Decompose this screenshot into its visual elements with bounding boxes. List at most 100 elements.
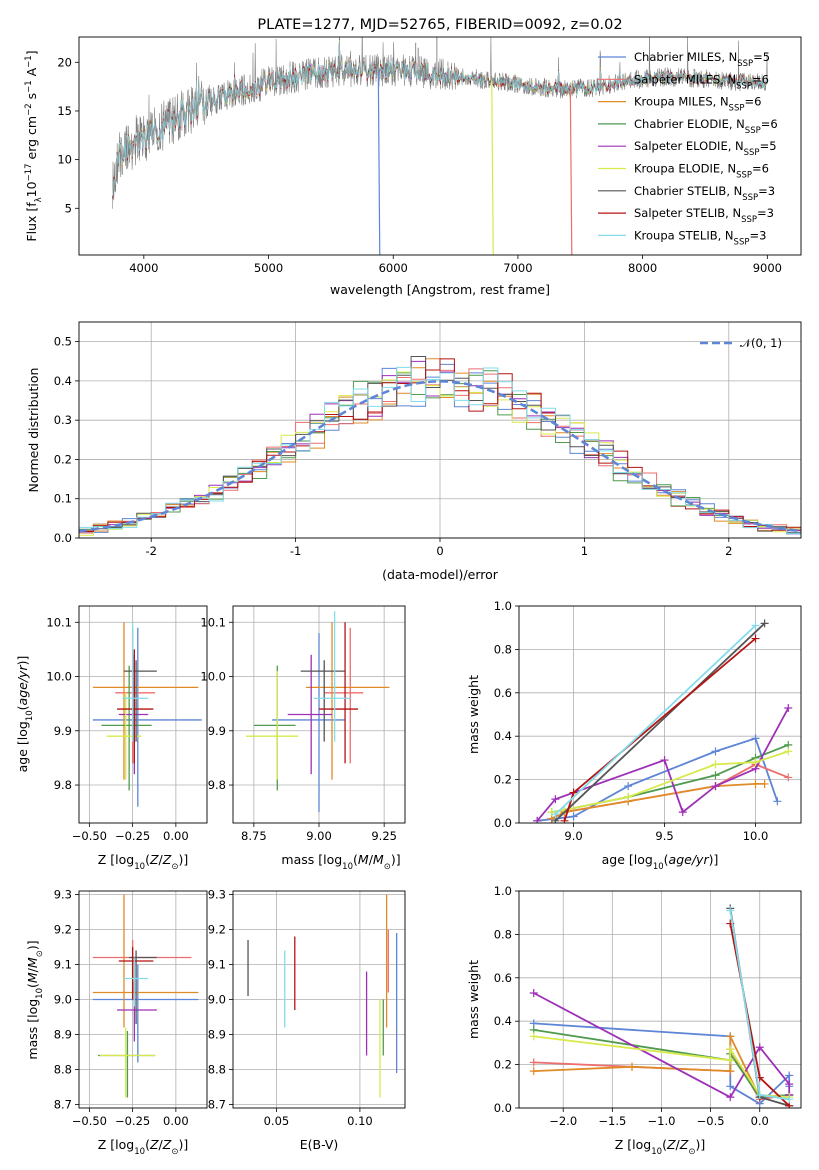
- axes-frame: [78, 605, 208, 824]
- weight-marker: [760, 619, 769, 628]
- x-tick-label: 0: [436, 544, 443, 558]
- errorbar-point: [313, 611, 351, 742]
- x-axis-label: Z [log10(Z/Z⊙)]: [615, 1137, 705, 1157]
- panel-mass-vs-ebv: 0.05 0.10 8.7 8.8 8.9 9.0 9.1 9.2 9.3 E(B-V): [208, 888, 406, 1152]
- errorbar-point: [305, 622, 390, 780]
- weight-marker: [547, 808, 556, 817]
- errorbar-point: [98, 1031, 156, 1098]
- weight-marker: [529, 988, 538, 997]
- y-tick-label: 0.4: [54, 374, 72, 388]
- x-tick-label: −0.25: [115, 829, 150, 843]
- x-tick-label: −0.50: [72, 1114, 107, 1128]
- x-tick-label: 7000: [503, 261, 532, 275]
- weight-marker: [533, 816, 542, 823]
- weight-series: [726, 906, 794, 1104]
- y-tick-label: 9.8: [208, 778, 226, 792]
- weight-marker: [660, 756, 669, 765]
- x-axis-label: mass [log10(M/M⊙)]: [281, 852, 400, 872]
- y-tick-label: 9.2: [54, 923, 72, 937]
- x-axis-label: E(B-V): [300, 1137, 339, 1152]
- weight-marker: [529, 1032, 538, 1041]
- y-tick-label: 8.7: [208, 1098, 226, 1112]
- y-tick-label: 9.3: [208, 888, 226, 902]
- y-tick-label: 8.8: [54, 1063, 72, 1077]
- x-tick-label: −1.5: [598, 1114, 626, 1128]
- y-tick-label: 8.7: [54, 1098, 72, 1112]
- model-dropout: [569, 89, 573, 255]
- plot-area: [529, 904, 794, 1108]
- y-tick-label: 9.0: [208, 993, 226, 1007]
- weight-line: [563, 637, 757, 822]
- panel-weight-vs-Z: −2.0 −1.5 −1.0 −0.5 0.0 0.0 0.2 0.4 0.6 0.8 1.0 Z […: [466, 884, 802, 1157]
- panel-residuals: -2 -1 0 1 2 0.0 0.1 0.2 0.3 0.4 0.5 (data-model)/er…: [26, 321, 802, 582]
- weight-series: [547, 747, 793, 817]
- y-tick-label: 0.0: [494, 1101, 512, 1115]
- legend: 𝒩(0, 1): [700, 336, 782, 350]
- weight-marker: [529, 1058, 538, 1067]
- x-tick-label: 6000: [379, 261, 408, 275]
- y-tick-label: 0.8: [494, 927, 512, 941]
- y-tick-label: 5: [65, 201, 72, 215]
- x-tick-label: -2: [145, 544, 156, 558]
- y-tick-label: 8.9: [208, 1028, 226, 1042]
- plot-area: [79, 356, 801, 537]
- y-tick-label: 9.9: [208, 724, 226, 738]
- weight-marker: [751, 779, 760, 788]
- weight-series: [551, 621, 760, 819]
- weight-marker: [755, 1043, 764, 1052]
- y-tick-label: 9.8: [54, 778, 72, 792]
- y-tick-label: 8.8: [208, 1063, 226, 1077]
- y-tick-label: 10.0: [200, 670, 226, 684]
- axes-frame: [78, 36, 802, 256]
- y-tick-label: 9.1: [54, 958, 72, 972]
- weight-marker: [755, 1090, 764, 1099]
- weight-series: [551, 619, 769, 823]
- x-tick-label: -1: [290, 544, 301, 558]
- weight-marker: [569, 788, 578, 797]
- weight-marker: [785, 1071, 794, 1080]
- histogram-series: [79, 366, 801, 534]
- errorbar-point: [117, 982, 157, 1042]
- errorbar-point: [123, 957, 149, 1007]
- panel-mass-vs-Z: −0.50 −0.25 0.00 8.7 8.8 8.9 9.0 9.1 9.2 9.3 Z [lo…: [25, 888, 208, 1157]
- x-tick-label: 0.0: [751, 1114, 769, 1128]
- x-tick-label: 10.0: [743, 829, 769, 843]
- legend-entry: Chabrier MILES, NSSP=5: [634, 50, 770, 69]
- x-tick-label: 9.0: [564, 829, 582, 843]
- y-tick-label: 0.5: [54, 335, 72, 349]
- x-tick-label: 4000: [129, 261, 158, 275]
- errorbar-point: [319, 622, 359, 764]
- y-tick-label: 9.3: [54, 888, 72, 902]
- weight-marker: [785, 1080, 794, 1089]
- legend-entry: 𝒩(0, 1): [740, 336, 782, 350]
- weight-marker: [529, 1067, 538, 1076]
- errorbar-point: [99, 1027, 156, 1098]
- weight-marker: [627, 1062, 636, 1071]
- weight-marker: [784, 747, 793, 756]
- y-tick-label: 0.4: [494, 729, 512, 743]
- weight-marker: [711, 760, 720, 769]
- plot-area: [112, 37, 768, 255]
- panel-spectrum: 4000 5000 6000 7000 8000 9000 5 10 15 20 wavelengt…: [24, 36, 802, 297]
- weight-marker: [711, 782, 720, 791]
- y-axis-label: mass [log10(M/M⊙)]: [25, 940, 45, 1059]
- weight-marker: [760, 779, 769, 788]
- y-tick-label: 1.0: [494, 599, 512, 613]
- y-axis-label: age [log10(age/yr)]: [15, 656, 35, 773]
- x-tick-label: 0.10: [347, 1114, 373, 1128]
- errorbar-point: [300, 660, 346, 742]
- weight-line: [554, 624, 757, 815]
- errorbar-point: [101, 665, 152, 791]
- y-tick-label: 9.2: [208, 923, 226, 937]
- weight-marker: [726, 906, 735, 915]
- plot-area: [92, 622, 202, 807]
- y-tick-label: 9.0: [54, 993, 72, 1007]
- x-axis-label: age [log10(age/yr)]: [602, 852, 719, 872]
- errorbar-point: [287, 654, 333, 775]
- weight-marker: [751, 634, 760, 643]
- x-tick-label: −0.5: [697, 1114, 725, 1128]
- y-axis-label: Normed distribution: [26, 368, 41, 493]
- y-tick-label: 9.1: [208, 958, 226, 972]
- y-axis-label: mass weight: [466, 675, 481, 754]
- plot-area: [533, 619, 793, 823]
